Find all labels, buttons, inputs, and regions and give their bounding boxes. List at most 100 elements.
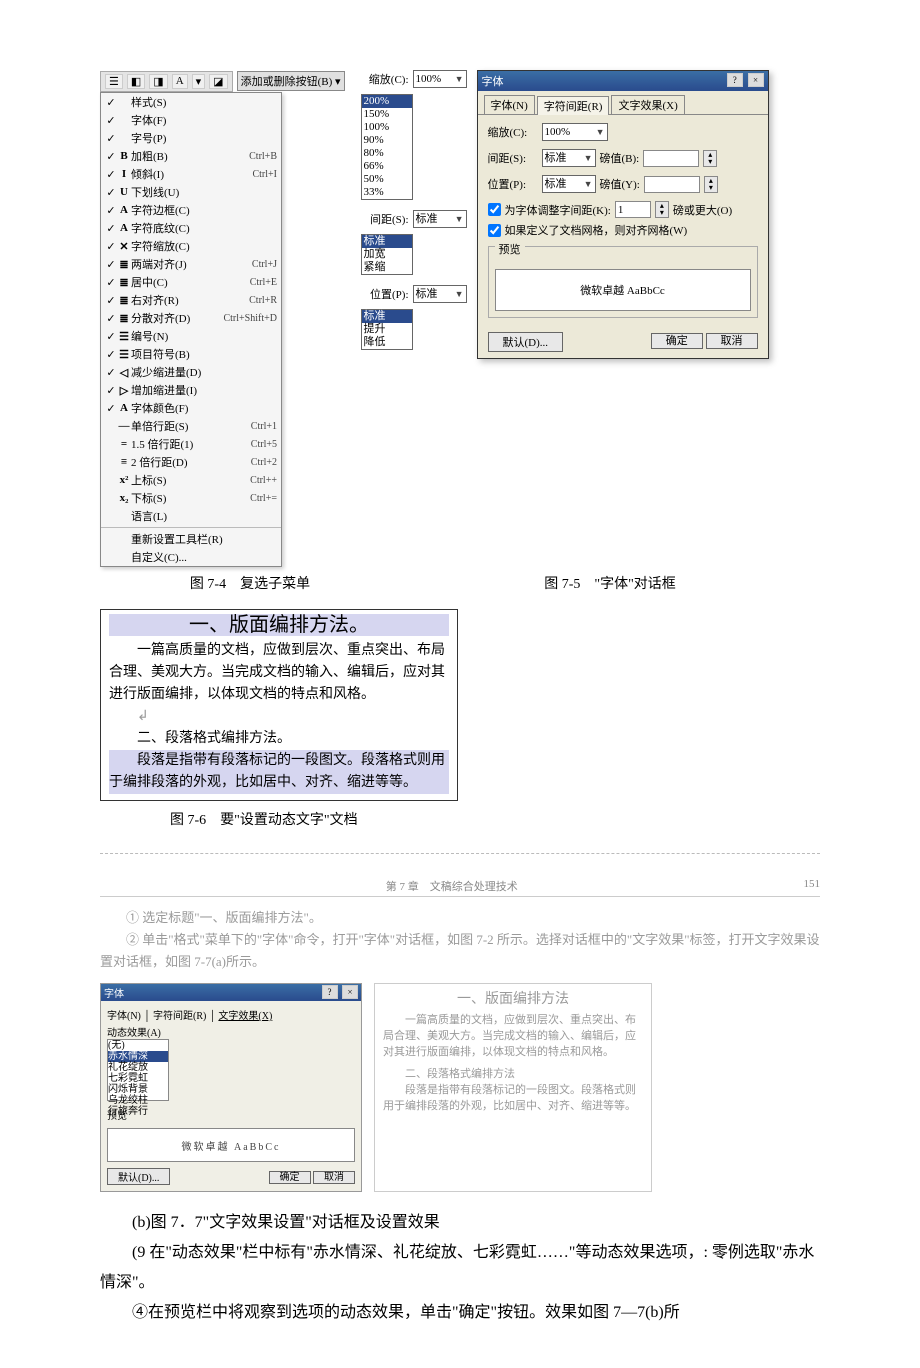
help-icon[interactable]: ? [322,985,338,999]
doc-figure-7-6: 一、版面编排方法。 一篇高质量的文档，应做到层次、重点突出、布局合理、美观大方。… [100,609,458,801]
submenu-item[interactable]: ✓A字符边框(C) [101,201,281,219]
scale-combo[interactable]: 100%▼ [542,123,608,141]
submenu-item[interactable]: ✓U下划线(U) [101,183,281,201]
tab-spacing[interactable]: 字符间距(R) [153,1011,206,1022]
kern-checkbox[interactable] [488,203,501,216]
spin-icon[interactable]: ▴▾ [704,176,718,193]
close-icon[interactable]: × [342,985,358,999]
submenu-item[interactable]: ✓≣分散对齐(D)Ctrl+Shift+D [101,309,281,327]
default-button[interactable]: 默认(D)... [107,1168,170,1185]
caption-7-6: 图 7-6 要"设置动态文字"文档 [170,809,820,829]
chapter-title: 第 7 章 文稿综合处理技术 [100,878,804,894]
submenu-item[interactable]: ✓字体(F) [101,111,281,129]
caption-7-5: 图 7-5 "字体"对话框 [400,573,820,593]
preview-group: 预览 微软卓越 AaBbCc [488,246,758,318]
submenu-item[interactable]: ✓◁减少缩进量(D) [101,363,281,381]
preview-box: 微软卓越 AaBbCc [107,1128,355,1162]
position-label: 位置(P): [488,176,538,192]
submenu-item[interactable]: =1.5 倍行距(1)Ctrl+5 [101,435,281,453]
scale-listbox[interactable]: 200%150%100%90%80%66%50%33% [361,94,413,200]
submenu-item[interactable]: ✓☰项目符号(B) [101,345,281,363]
submenu-item[interactable]: ✓A字体颜色(F) [101,399,281,417]
body-line-4: ④在预览栏中将观察到选项的动态效果，单击"确定"按钮。效果如图 7—7(b)所 [100,1298,820,1328]
spacing-amt-input[interactable] [643,150,699,167]
submenu-item[interactable]: ✓☰编号(N) [101,327,281,345]
tab-effect[interactable]: 文字效果(X) [218,1011,272,1022]
preview-legend: 预览 [495,241,525,257]
result-para-2: 段落是指带有段落标记的一段图文。段落格式则用于编排段落的外观，比如居中、对齐、缩… [383,1082,643,1114]
spacing-listbox[interactable]: 标准加宽紧缩 [361,234,413,275]
default-button[interactable]: 默认(D)... [488,332,564,352]
submenu-item[interactable]: ✓I倾斜(I)Ctrl+I [101,165,281,183]
spacing-combo[interactable]: 标准▼ [542,149,596,167]
submenu-item[interactable]: ✓≣居中(C)Ctrl+E [101,273,281,291]
scale-combo[interactable]: 100%▼ [413,70,467,88]
step-2: ② 单击"格式"菜单下的"字体"命令，打开"字体"对话框，如图 7-2 所示。选… [100,929,820,973]
tab-font[interactable]: 字体(N) [107,1011,141,1022]
figure-7-7: 字体 ? × 字体(N) │ 字符间距(R) │ 文字效果(X) 动态效果(A)… [100,983,820,1192]
cancel-button[interactable]: 取消 [313,1171,355,1184]
kern-input[interactable]: 1 [615,201,651,218]
submenu-item[interactable]: ✓B加粗(B)Ctrl+B [101,147,281,165]
figure-row-74-75: ☰ ◧ ◨ A ▾ ◪ 添加或删除按钮(B) ▾ ✓样式(S)✓字体(F)✓字号… [100,70,820,567]
grid-checkbox[interactable] [488,224,501,237]
effect-label: 动态效果(A) [107,1024,355,1039]
submenu-item[interactable]: 语言(L) [101,507,281,525]
body-line-b: (b)图 7．7"文字效果设置"对话框及设置效果 [100,1208,820,1238]
scale-label: 缩放(C): [488,124,538,140]
spacing-label: 间距(S): [361,211,409,227]
spin-icon[interactable]: ▴▾ [703,150,717,167]
close-icon[interactable]: × [748,73,764,87]
position-combo[interactable]: 标准▼ [542,175,596,193]
result-doc: 一、版面编排方法 一篇高质量的文档，应做到层次、重点突出、布局合理、美观大方。当… [374,983,652,1192]
tb-icon[interactable]: ◧ [127,74,145,89]
submenu-item[interactable]: ≡2 倍行距(D)Ctrl+2 [101,453,281,471]
kern-label: 为字体调整字间距(K): [505,202,611,218]
formatting-toolbar: ☰ ◧ ◨ A ▾ ◪ [100,71,233,92]
grid-label: 如果定义了文档网格，则对齐网格(W) [505,222,688,238]
format-submenu: ✓样式(S)✓字体(F)✓字号(P)✓B加粗(B)Ctrl+B✓I倾斜(I)Ct… [100,92,282,567]
ok-button[interactable]: 确定 [651,333,703,349]
submenu-item[interactable]: ✓✕字符缩放(C) [101,237,281,255]
tb-icon[interactable]: A [172,74,188,89]
submenu-item[interactable]: ✓样式(S) [101,93,281,111]
dialog-tabs: 字体(N) 字符间距(R) 文字效果(X) [478,91,768,114]
spacing-combo[interactable]: 标准▼ [413,210,467,228]
tb-icon[interactable]: ▾ [192,74,206,89]
submenu-item[interactable]: ✓≣两端对齐(J)Ctrl+J [101,255,281,273]
tb-icon[interactable]: ☰ [105,74,123,89]
help-icon[interactable]: ? [727,73,743,87]
tab-font[interactable]: 字体(N) [484,95,535,114]
effect-listbox[interactable]: (无)赤水情深礼花绽放七彩霓虹闪烁背景乌龙绞柱行旅奔行 [107,1039,169,1101]
position-label: 位置(P): [361,286,409,302]
tab-effect[interactable]: 文字效果(X) [611,95,684,114]
page-header: 第 7 章 文稿综合处理技术 151 [100,878,820,897]
submenu-footer-item[interactable]: 重新设置工具栏(R) [101,530,281,548]
add-remove-button[interactable]: 添加或删除按钮(B) ▾ [237,71,345,91]
position-amt-label: 磅值(Y): [600,176,640,192]
submenu-item[interactable]: ✓≣右对齐(R)Ctrl+R [101,291,281,309]
position-combo[interactable]: 标准▼ [413,285,467,303]
caption-7-4: 图 7-4 复选子菜单 [100,573,400,593]
text-effect-dialog: 字体 ? × 字体(N) │ 字符间距(R) │ 文字效果(X) 动态效果(A)… [100,983,362,1192]
submenu-item[interactable]: —单倍行距(S)Ctrl+1 [101,417,281,435]
result-heading-1: 一、版面编排方法 [383,992,643,1008]
submenu-footer-item[interactable]: 自定义(C)... [101,548,281,566]
submenu-item[interactable]: x₂下标(S)Ctrl+= [101,489,281,507]
body-line-9: (9 在"动态效果"栏中标有"赤水情深、礼花绽放、七彩霓虹……"等动态效果选项，… [100,1238,820,1298]
position-amt-input[interactable] [644,176,700,193]
position-listbox[interactable]: 标准提升降低 [361,309,413,350]
submenu-item[interactable]: ✓字号(P) [101,129,281,147]
submenu-item[interactable]: x²上标(S)Ctrl++ [101,471,281,489]
tab-spacing[interactable]: 字符间距(R) [537,96,610,115]
spacing-label: 间距(S): [488,150,538,166]
spin-icon[interactable]: ▴▾ [655,201,669,218]
page-number: 151 [804,878,821,894]
submenu-item[interactable]: ✓A字符底纹(C) [101,219,281,237]
tb-icon[interactable]: ◨ [149,74,167,89]
tb-icon[interactable]: ◪ [209,74,227,89]
cancel-button[interactable]: 取消 [706,333,758,349]
doc-heading-1: 一、版面编排方法。 [109,614,449,636]
ok-button[interactable]: 确定 [269,1171,311,1184]
submenu-item[interactable]: ✓▷增加缩进量(I) [101,381,281,399]
